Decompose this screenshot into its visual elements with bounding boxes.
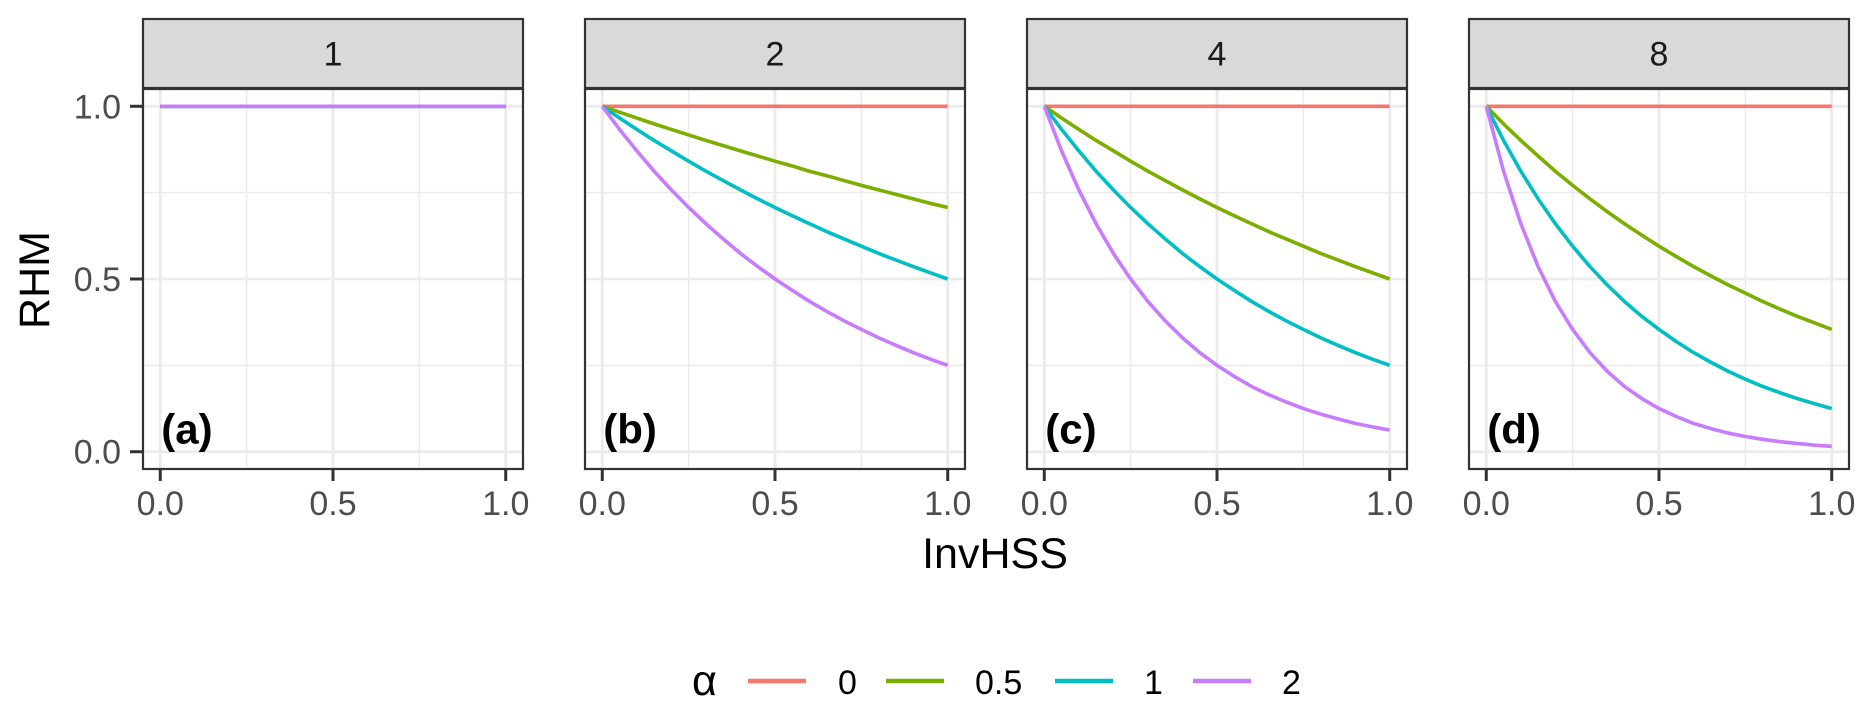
facet-panel-4: 4 (c) 0.0 0.5 1.0: [1021, 17, 1413, 523]
x-tick-label: 1.0: [1808, 485, 1855, 523]
legend-label: 0: [838, 664, 857, 702]
facet-panel-2: 2 (b) 0.0 0.5 1.0: [579, 17, 971, 523]
legend-label: 2: [1282, 664, 1301, 702]
facet-strip-label: 2: [766, 36, 785, 74]
facet-strip-label: 1: [324, 36, 343, 74]
panels: 1 (a) 0.0 0.5 1.0 0.0 0.5 1.0 2 (b) 0.0 0.5 1.0 4 (c) 0…: [74, 17, 1855, 523]
series-line-alpha-0.5: [1484, 105, 1833, 332]
x-tick-label: 0.5: [309, 485, 356, 523]
series-line-alpha-0.5: [1043, 104, 1391, 281]
facet-strip: [141, 17, 525, 90]
x-tick-label: 1.0: [482, 485, 529, 523]
x-tick-label: 0.0: [579, 485, 626, 523]
x-tick-label: 0.0: [1021, 485, 1068, 523]
x-tick-label: 0.0: [1463, 485, 1510, 523]
facet-panel-1: 1 (a) 0.0 0.5 1.0 0.0 0.5 1.0: [74, 17, 529, 523]
facet-panel-8: 8 (d) 0.0 0.5 1.0: [1463, 17, 1855, 523]
x-tick-label: 1.0: [1366, 485, 1413, 523]
x-tick-label: 0.0: [137, 485, 184, 523]
panel-tag: (a): [161, 406, 212, 453]
y-tick-label: 0.0: [74, 434, 121, 472]
x-tick-label: 0.5: [1635, 485, 1682, 523]
series-line-alpha-1: [601, 104, 949, 281]
legend-label: 0.5: [975, 664, 1022, 702]
y-axis-title: RHM: [11, 231, 59, 329]
facet-strip-label: 8: [1650, 36, 1669, 74]
panel-tag: (d): [1487, 406, 1541, 453]
panel-tag: (c): [1045, 406, 1096, 453]
facet-strip-label: 4: [1208, 36, 1227, 74]
series-line-alpha-0.5: [601, 104, 949, 210]
x-axis-title: InvHSS: [922, 530, 1068, 578]
x-tick-label: 0.5: [1193, 485, 1240, 523]
facet-strip: [583, 17, 967, 90]
series-line-alpha-2: [1484, 105, 1832, 449]
legend-title: α: [692, 657, 717, 705]
series-line-alpha-1: [1484, 105, 1833, 411]
y-tick-label: 0.5: [74, 261, 121, 299]
y-tick-label: 1.0: [74, 88, 121, 126]
panel-tag: (b): [603, 406, 657, 453]
series-line-alpha-1: [1042, 105, 1391, 368]
series-line-alpha-2: [1042, 105, 1391, 432]
legend-label: 1: [1144, 664, 1163, 702]
x-tick-label: 1.0: [924, 485, 971, 523]
x-tick-label: 0.5: [751, 485, 798, 523]
series-line-alpha-2: [600, 105, 949, 368]
facet-strip: [1025, 17, 1409, 90]
legend: α 0 0.5 1 2: [692, 657, 1301, 705]
